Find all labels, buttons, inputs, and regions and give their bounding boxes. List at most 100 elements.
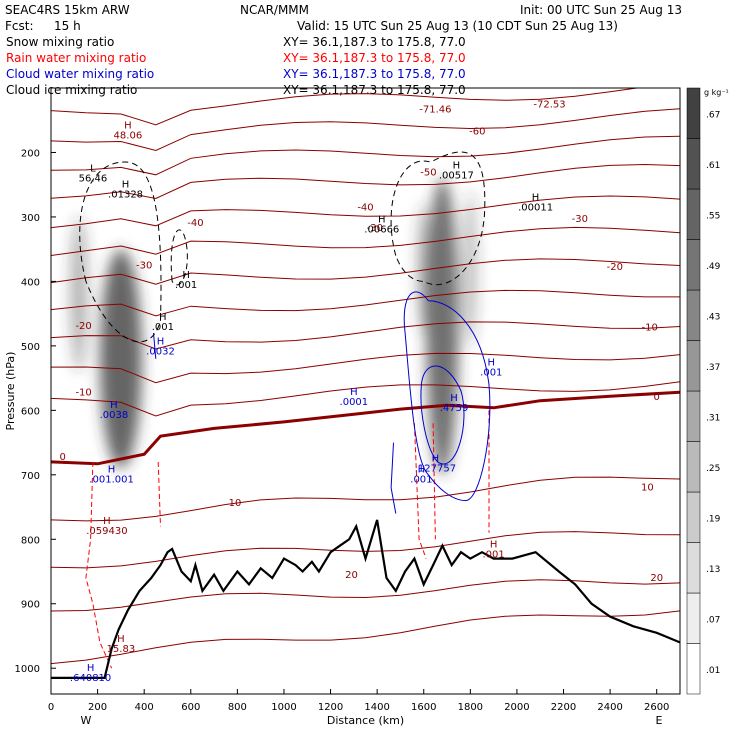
org-label: NCAR/MMM xyxy=(240,3,309,17)
extrema-mark: H xyxy=(418,465,426,476)
snow-contour xyxy=(79,161,162,343)
cloud-water-contour xyxy=(403,291,491,502)
colorbar-swatch xyxy=(686,441,701,493)
y-tick-label: 700 xyxy=(21,471,40,482)
field-xy: XY= 36.1,187.3 to 175.8, 77.0 xyxy=(283,67,466,81)
west-label: W xyxy=(80,714,91,727)
isotherm-label: -40 xyxy=(187,218,203,229)
x-tick-label: 2600 xyxy=(644,702,669,713)
extrema-value: .127757 xyxy=(415,464,456,475)
ice-plume xyxy=(416,204,431,333)
isotherm-label: 0 xyxy=(654,392,660,403)
ice-plume xyxy=(99,249,142,469)
ice-plume xyxy=(463,191,478,346)
field-name: Cloud ice mixing ratio xyxy=(6,83,137,97)
extrema-value: .001 xyxy=(175,280,197,291)
isotherm-line xyxy=(51,135,680,176)
colorbar-swatch xyxy=(686,592,701,644)
colorbar-tick-label: .25 xyxy=(706,464,720,474)
isotherm-label: 20 xyxy=(650,573,663,584)
isotherm-label: -30 xyxy=(572,214,588,225)
isotherm-label: -20 xyxy=(75,321,91,332)
x-tick-label: 1200 xyxy=(318,702,343,713)
rain-contour xyxy=(413,423,427,559)
colorbar-tick-label: .67 xyxy=(706,110,720,120)
extrema-value: .001 xyxy=(480,368,502,379)
isotherm-label: -40 xyxy=(357,202,373,213)
extrema-value: .001 xyxy=(152,322,174,333)
colorbar-swatch xyxy=(686,87,701,139)
snow-contour xyxy=(170,229,188,286)
fcst-value: 15 h xyxy=(54,19,81,33)
isotherm-line xyxy=(51,531,680,569)
isotherm-line xyxy=(51,195,680,229)
model-title: SEAC4RS 15km ARW xyxy=(5,3,130,17)
colorbar-swatch xyxy=(686,491,701,543)
x-tick-label: 400 xyxy=(135,702,154,713)
isotherm-label: 0 xyxy=(59,452,65,463)
extrema-value: 56.46 xyxy=(79,173,108,184)
cloud-water-contour xyxy=(420,365,465,465)
y-tick-label: 800 xyxy=(21,535,40,546)
y-tick-label: 500 xyxy=(21,342,40,353)
extrema-value: .640810 xyxy=(70,673,111,684)
extrema-mark: H xyxy=(488,358,496,369)
extrema-value: .00011 xyxy=(518,202,553,213)
extrema-mark: H xyxy=(432,454,440,465)
isotherm-line xyxy=(51,88,641,126)
colorbar-tick-label: .43 xyxy=(706,312,720,322)
east-label: E xyxy=(656,714,663,727)
extrema-mark: H xyxy=(490,539,498,550)
y-tick-label: 200 xyxy=(21,148,40,159)
isotherm-label: -50 xyxy=(420,168,436,179)
extrema-value: .01328 xyxy=(108,190,143,201)
extrema-mark: H xyxy=(87,663,95,674)
y-tick-label: 600 xyxy=(21,406,40,417)
temperature-contours xyxy=(51,88,680,665)
extrema-value: 15.83 xyxy=(107,644,136,655)
x-tick-label: 2200 xyxy=(551,702,576,713)
y-tick-label: 1000 xyxy=(15,664,40,675)
isotherm-line xyxy=(51,258,680,285)
rain-contours xyxy=(85,410,490,669)
isotherm-label: -30 xyxy=(367,223,383,234)
extrema-value: .00666 xyxy=(364,224,399,235)
colorbar-swatch xyxy=(686,340,701,392)
cloud-water-contour xyxy=(153,332,157,359)
x-tick-label: 600 xyxy=(181,702,200,713)
extrema-mark: H xyxy=(182,270,190,281)
extrema-mark: H xyxy=(122,180,130,191)
cloud-water-contour xyxy=(390,442,397,514)
colorbar-tick-label: .37 xyxy=(706,363,720,373)
isotherm-label: -20 xyxy=(607,262,623,273)
extrema-value: 48.06 xyxy=(114,130,143,141)
extrema-mark: H xyxy=(157,336,165,347)
colorbar-swatch xyxy=(686,643,701,695)
x-tick-label: 1000 xyxy=(271,702,296,713)
field-name: Rain water mixing ratio xyxy=(6,51,146,65)
extrema-value: .0001 xyxy=(340,397,369,408)
isotherm-label: -60 xyxy=(469,126,485,137)
chart-header: SEAC4RS 15km ARW NCAR/MMM Init: 00 UTC S… xyxy=(5,3,682,97)
rain-contour xyxy=(432,423,436,540)
isotherm-line xyxy=(51,381,680,417)
isotherm-line xyxy=(51,108,680,152)
isotherm-label: -72.53 xyxy=(533,99,565,110)
isotherm-line xyxy=(51,579,680,612)
colorbar-tick-label: .19 xyxy=(706,514,721,524)
extrema-mark: H xyxy=(108,465,116,476)
colorbar-swatch xyxy=(686,542,701,594)
isotherm-line xyxy=(51,610,680,665)
colorbar-swatch xyxy=(686,390,701,442)
rain-contour xyxy=(157,461,161,527)
x-tick-label: 1600 xyxy=(411,702,436,713)
x-tick-label: 800 xyxy=(228,702,247,713)
colorbar-tick-label: .61 xyxy=(706,161,720,171)
extrema-mark: H xyxy=(124,120,132,131)
extrema-mark: H xyxy=(350,387,358,398)
y-tick-label: 400 xyxy=(21,277,40,288)
colorbar-tick-label: .07 xyxy=(706,615,720,625)
y-tick-label: 900 xyxy=(21,600,40,611)
snow-contours xyxy=(79,151,486,343)
colorbar-unit: g kg⁻¹ xyxy=(704,88,729,97)
